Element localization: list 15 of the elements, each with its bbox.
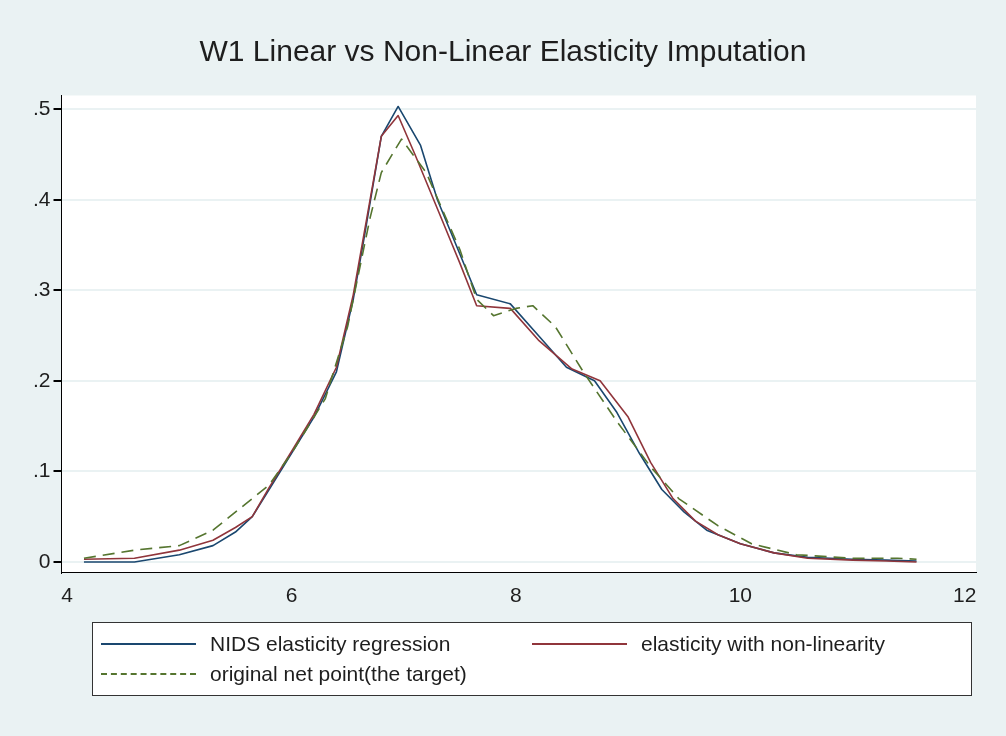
y-tick-label: .5 bbox=[33, 95, 51, 119]
x-tick-label: 4 bbox=[61, 583, 74, 607]
y-tick-label: .2 bbox=[33, 367, 51, 391]
y-tick-label: 0 bbox=[38, 548, 51, 572]
x-tick-label: 10 bbox=[728, 583, 753, 607]
legend-label: original net point(the target) bbox=[210, 662, 467, 686]
y-tick-label: .1 bbox=[33, 458, 51, 482]
legend-label: elasticity with non-linearity bbox=[641, 632, 885, 656]
y-tick-label: .3 bbox=[33, 277, 51, 301]
x-tick-label: 12 bbox=[953, 583, 977, 607]
x-tick-label: 8 bbox=[510, 583, 522, 607]
x-tick-label: 6 bbox=[285, 583, 298, 607]
legend-label: NIDS elasticity regression bbox=[210, 632, 451, 656]
y-tick-label: .4 bbox=[33, 186, 51, 210]
chart-title: W1 Linear vs Non-Linear Elasticity Imputation bbox=[198, 34, 808, 68]
